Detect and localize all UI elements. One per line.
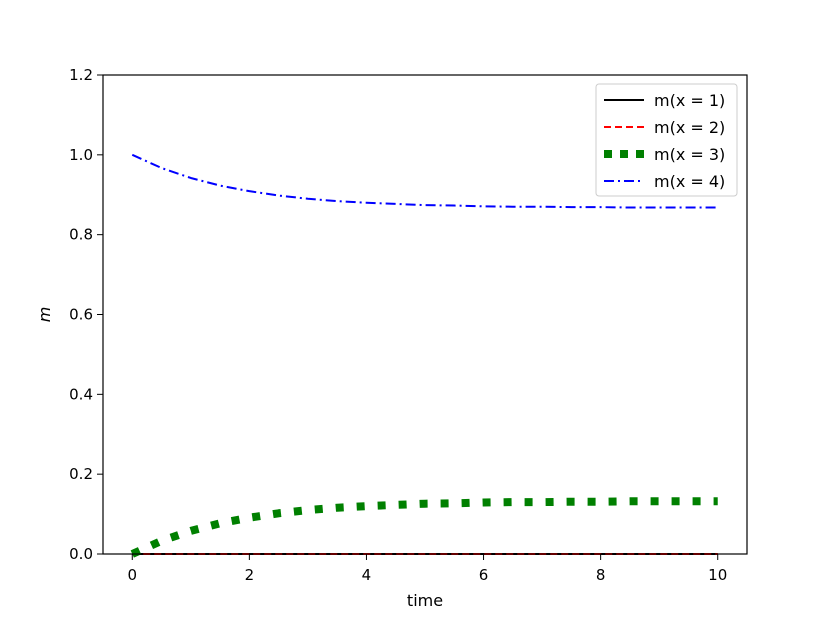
y-tick-label: 0.8 — [69, 226, 93, 244]
y-tick-label: 1.2 — [69, 66, 93, 84]
y-tick-label: 0.4 — [69, 385, 93, 403]
x-axis-ticks: 0 2 4 6 8 10 — [127, 554, 727, 584]
y-tick-label: 0.0 — [69, 545, 93, 563]
x-tick-label: 2 — [245, 566, 255, 584]
x-tick-label: 10 — [708, 566, 727, 584]
x-axis-label: time — [407, 591, 443, 610]
y-axis-label: m — [35, 307, 54, 323]
series-layer — [130, 153, 718, 558]
x-tick-label: 4 — [362, 566, 372, 584]
series-line-3 — [130, 497, 718, 558]
legend-label-4: m(x = 4) — [654, 172, 725, 191]
x-tick-label: 6 — [479, 566, 489, 584]
y-axis-ticks: 0.0 0.2 0.4 0.6 0.8 1.0 1.2 — [69, 66, 103, 563]
legend-box — [595, 83, 738, 197]
y-tick-label: 1.0 — [69, 146, 93, 164]
series-line-4 — [131, 153, 718, 209]
legend: m(x = 1) m(x = 2) m(x = 3) m(x = 4) — [595, 83, 738, 197]
x-tick-label: 8 — [596, 566, 606, 584]
legend-label-2: m(x = 2) — [654, 118, 725, 137]
y-tick-label: 0.2 — [69, 465, 93, 483]
legend-label-1: m(x = 1) — [654, 91, 725, 110]
legend-label-3: m(x = 3) — [654, 145, 725, 164]
x-tick-label: 0 — [127, 566, 137, 584]
y-tick-label: 0.6 — [69, 306, 93, 324]
